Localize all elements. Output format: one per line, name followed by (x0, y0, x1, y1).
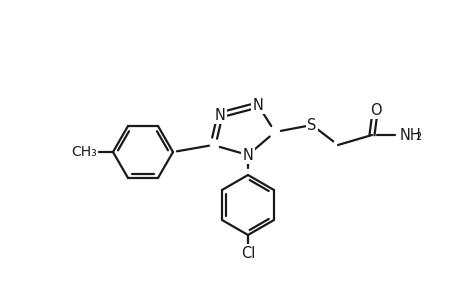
Text: S: S (307, 118, 316, 133)
Text: N: N (242, 148, 253, 163)
Text: NH: NH (399, 128, 421, 142)
Text: N: N (252, 98, 263, 112)
Text: O: O (369, 103, 381, 118)
Text: 2: 2 (414, 132, 420, 142)
Text: N: N (214, 107, 225, 122)
Text: CH₃: CH₃ (71, 145, 97, 159)
Text: Cl: Cl (241, 245, 255, 260)
